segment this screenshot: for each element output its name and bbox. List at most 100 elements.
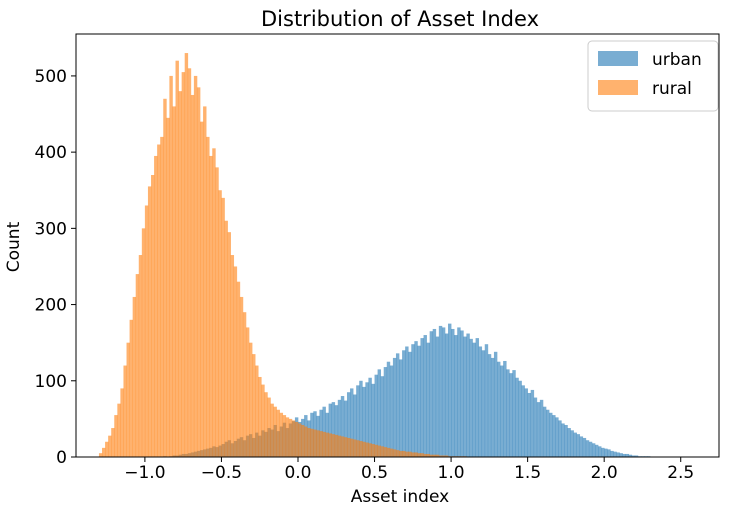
x-tick-label: 1.0 bbox=[438, 463, 465, 483]
urban-bar bbox=[561, 423, 565, 457]
urban-bar bbox=[564, 424, 568, 457]
urban-bar bbox=[625, 453, 630, 457]
urban-bar bbox=[591, 443, 596, 457]
urban-bar bbox=[334, 405, 339, 457]
x-tick-label: −0.5 bbox=[201, 463, 242, 483]
urban-bar bbox=[405, 346, 409, 457]
urban-bar bbox=[377, 369, 382, 457]
rural-bar bbox=[181, 72, 186, 458]
urban-bar bbox=[594, 444, 599, 457]
urban-bar bbox=[549, 412, 553, 457]
rural-bar bbox=[346, 437, 351, 457]
rural-bar bbox=[236, 281, 241, 457]
urban-bar bbox=[359, 380, 363, 457]
rural-bar bbox=[389, 448, 394, 457]
urban-bar bbox=[601, 447, 605, 457]
y-tick-label: 200 bbox=[35, 296, 67, 316]
urban-bar bbox=[454, 335, 458, 457]
urban-bar bbox=[607, 449, 611, 457]
rural-bar bbox=[108, 435, 112, 457]
rural-bar bbox=[120, 388, 124, 457]
urban-bar bbox=[530, 389, 535, 457]
rural-bar bbox=[230, 255, 235, 457]
rural-bar bbox=[264, 392, 268, 457]
rural-bar bbox=[227, 232, 231, 457]
rural-bar bbox=[215, 167, 219, 457]
urban-bar bbox=[417, 345, 421, 457]
rural-bar bbox=[267, 397, 271, 457]
rural-bar bbox=[392, 449, 397, 457]
rural-bar bbox=[135, 274, 140, 457]
rural-bar bbox=[270, 403, 274, 457]
urban-bar bbox=[475, 338, 479, 457]
rural-bar bbox=[172, 106, 176, 457]
rural-bar bbox=[187, 68, 192, 458]
rural-bar bbox=[184, 53, 189, 458]
bars-layer bbox=[98, 53, 651, 458]
rural-bar bbox=[414, 452, 418, 457]
urban-bar bbox=[460, 330, 464, 457]
rural-bar bbox=[301, 424, 305, 457]
urban-bar bbox=[429, 331, 434, 457]
rural-bar bbox=[368, 443, 372, 457]
urban-bar bbox=[402, 350, 406, 457]
rural-bar bbox=[105, 441, 109, 457]
urban-bar bbox=[546, 409, 550, 457]
rural-bar bbox=[245, 327, 250, 457]
rural-bar bbox=[291, 420, 296, 457]
plot-area: −1.0 −0.5 0.0 0.5 1.0 1.5 2.0 2.5 0 100 200 300 400… bbox=[35, 33, 720, 483]
urban-bar bbox=[598, 446, 602, 457]
y-tick-label: 0 bbox=[56, 448, 67, 468]
rural-bar bbox=[420, 453, 424, 457]
urban-bar bbox=[478, 346, 483, 457]
urban-bar bbox=[328, 403, 333, 457]
rural-bar bbox=[362, 441, 366, 457]
urban-bar bbox=[469, 338, 473, 457]
rural-bar bbox=[114, 415, 118, 457]
urban-bar bbox=[374, 374, 378, 457]
rural-bar bbox=[423, 453, 427, 457]
rural-bar bbox=[319, 431, 323, 457]
rural-bar bbox=[151, 175, 155, 457]
rural-bar bbox=[316, 430, 320, 457]
urban-bar bbox=[509, 373, 513, 457]
urban-bar bbox=[386, 361, 391, 457]
urban-bar bbox=[506, 369, 510, 457]
urban-bar bbox=[392, 357, 397, 457]
rural-bar bbox=[141, 228, 146, 457]
rural-bar bbox=[224, 220, 228, 457]
x-tick-label: −1.0 bbox=[124, 463, 165, 483]
rural-bar bbox=[353, 439, 357, 457]
rural-bar bbox=[282, 415, 287, 457]
urban-bar bbox=[503, 360, 507, 457]
urban-bar bbox=[395, 353, 400, 457]
rural-bar bbox=[334, 434, 339, 457]
urban-bar bbox=[414, 341, 418, 457]
rural-bar bbox=[374, 444, 378, 457]
x-tick-label: 0.0 bbox=[284, 463, 311, 483]
urban-bar bbox=[343, 400, 348, 457]
rural-bar bbox=[365, 442, 369, 457]
rural-bar bbox=[209, 155, 213, 457]
urban-bar bbox=[539, 399, 544, 457]
y-tick-label: 100 bbox=[35, 372, 67, 392]
rural-bar bbox=[331, 434, 336, 457]
urban-bar bbox=[493, 351, 498, 457]
urban-bar bbox=[487, 354, 492, 457]
rural-bar bbox=[371, 444, 375, 457]
urban-bar bbox=[466, 333, 470, 457]
urban-bar bbox=[337, 399, 342, 457]
x-tick-label: 2.5 bbox=[667, 463, 694, 483]
urban-bar bbox=[457, 327, 461, 457]
urban-bar bbox=[441, 327, 446, 457]
rural-bar bbox=[350, 438, 354, 457]
urban-bar bbox=[604, 448, 608, 457]
rural-bar bbox=[111, 428, 115, 457]
rural-bar bbox=[126, 342, 130, 457]
legend: urban rural bbox=[587, 40, 719, 112]
rural-bar bbox=[252, 354, 256, 457]
rural-bar bbox=[166, 117, 170, 457]
rural-bar bbox=[169, 75, 173, 458]
rural-bar bbox=[441, 455, 446, 457]
rural-bar bbox=[144, 205, 149, 457]
